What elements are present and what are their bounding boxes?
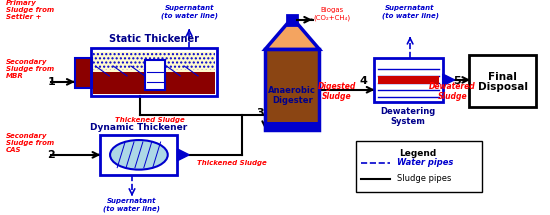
Bar xyxy=(356,141,482,192)
Bar xyxy=(91,48,217,96)
Text: Dynamic Thickener: Dynamic Thickener xyxy=(90,123,188,132)
Bar xyxy=(265,122,320,130)
Text: Legend: Legend xyxy=(399,149,437,158)
Text: Biogas
(CO₂+CH₄): Biogas (CO₂+CH₄) xyxy=(313,7,350,21)
Bar xyxy=(92,52,215,70)
Text: Dewatering
System: Dewatering System xyxy=(381,106,436,126)
Bar xyxy=(101,135,177,175)
Bar xyxy=(92,72,215,94)
Text: 4: 4 xyxy=(360,76,368,86)
Text: Final: Final xyxy=(488,72,517,82)
Bar xyxy=(145,60,164,90)
Text: Secondary
Sludge from
CAS: Secondary Sludge from CAS xyxy=(6,133,54,153)
Text: Thickened Sludge: Thickened Sludge xyxy=(115,117,185,123)
Text: Thickened Sludge: Thickened Sludge xyxy=(197,160,267,166)
Text: Disposal: Disposal xyxy=(478,82,528,92)
Text: Anaerobic
Digester: Anaerobic Digester xyxy=(268,86,316,105)
Text: 3: 3 xyxy=(256,108,264,118)
Bar xyxy=(469,55,536,106)
Text: Supernatant
(to water line): Supernatant (to water line) xyxy=(161,5,218,19)
Text: Primary
Sludge from
Settler +: Primary Sludge from Settler + xyxy=(6,0,54,20)
Text: Dewatered
Sludge: Dewatered Sludge xyxy=(429,82,476,101)
Text: Water pipes: Water pipes xyxy=(397,158,454,167)
Bar xyxy=(373,58,443,101)
Text: 1: 1 xyxy=(47,77,55,87)
Text: Sludge pipes: Sludge pipes xyxy=(397,174,452,183)
Bar xyxy=(75,58,91,88)
Ellipse shape xyxy=(110,140,168,170)
Text: 5: 5 xyxy=(454,76,461,86)
Bar xyxy=(287,15,297,25)
Text: Digested
Sludge: Digested Sludge xyxy=(318,82,356,101)
Text: 2: 2 xyxy=(47,150,55,160)
Bar xyxy=(377,76,439,84)
Polygon shape xyxy=(443,74,454,86)
Text: Supernatant
(to water line): Supernatant (to water line) xyxy=(103,198,161,212)
Text: Secondary
Sludge from
MBR: Secondary Sludge from MBR xyxy=(6,59,54,79)
Text: Static Thickener: Static Thickener xyxy=(109,34,199,44)
Text: Supernatant
(to water line): Supernatant (to water line) xyxy=(382,5,438,19)
Bar xyxy=(92,52,215,72)
Polygon shape xyxy=(177,149,189,161)
Polygon shape xyxy=(265,18,320,49)
Bar xyxy=(265,49,320,130)
